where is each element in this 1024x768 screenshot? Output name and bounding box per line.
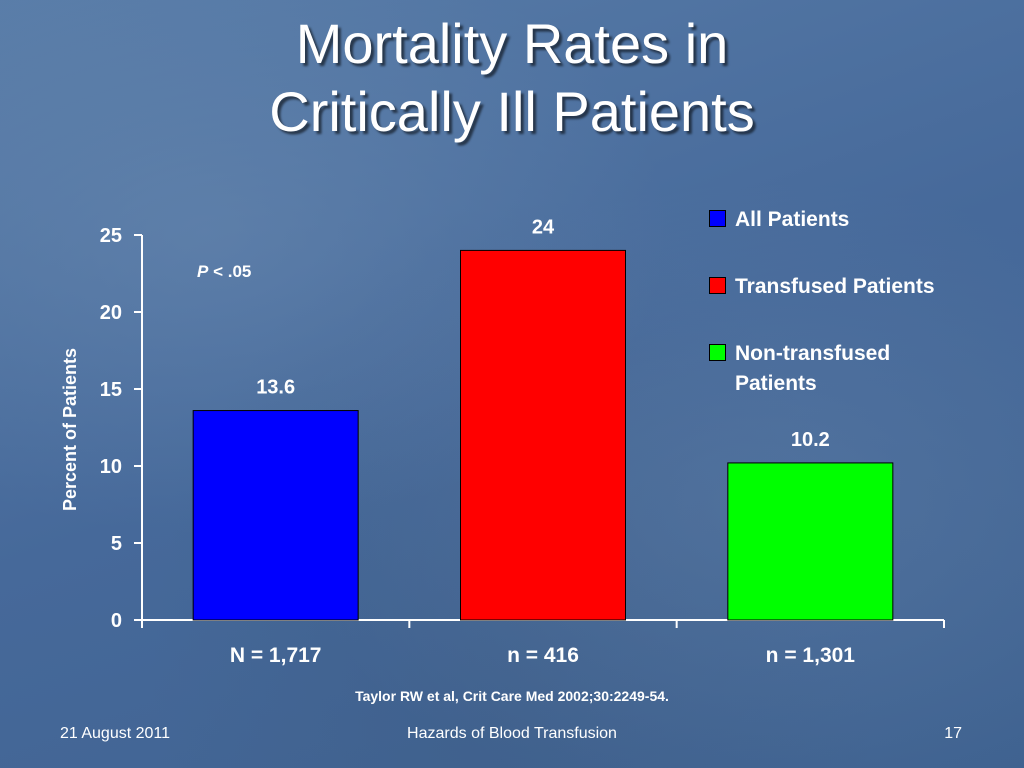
y-tick-label-10: 10 (100, 456, 122, 478)
x-category-label-transfused: n = 416 (507, 644, 579, 667)
slide-title: Mortality Rates in Critically Ill Patien… (0, 10, 1024, 146)
legend-swatch-all-patients (709, 210, 726, 227)
legend-item-non-transfused: Non-transfused Patients (709, 339, 935, 399)
legend-item-transfused: Transfused Patients (709, 272, 995, 302)
bar-value-label-non-transfused: 10.2 (791, 429, 830, 451)
legend-label-all-patients: All Patients (735, 208, 850, 231)
bar-transfused (460, 249, 626, 621)
bar-all-patients (192, 410, 359, 621)
title-line-1: Mortality Rates in (295, 12, 729, 75)
y-tick-label-20: 20 (100, 302, 122, 324)
title-line-2: Critically Ill Patients (269, 80, 755, 143)
y-axis-title: Percent of Patients (60, 348, 80, 511)
citation: Taylor RW et al, Crit Care Med 2002;30:2… (355, 688, 669, 704)
bar-value-label-transfused: 24 (532, 216, 555, 238)
legend-swatch-transfused (709, 277, 726, 294)
footer-title: Hazards of Blood Transfusion (407, 725, 617, 742)
y-tick-label-0: 0 (111, 610, 122, 632)
legend-item-all-patients: All Patients (709, 205, 995, 235)
footer-date: 21 August 2011 (60, 725, 171, 742)
page-number: 17 (944, 725, 962, 742)
bar-non-transfused (727, 462, 894, 621)
bar-value-label-all-patients: 13.6 (256, 377, 295, 399)
legend-label-transfused: Transfused Patients (735, 275, 935, 298)
x-category-label-all-patients: N = 1,717 (230, 644, 322, 667)
y-tick-label-5: 5 (111, 533, 122, 555)
y-tick-label-15: 15 (100, 379, 122, 401)
x-category-label-non-transfused: n = 1,301 (766, 644, 856, 667)
y-tick-label-25: 25 (100, 225, 122, 247)
legend-label-non-transfused: Non-transfused Patients (735, 342, 891, 395)
legend-swatch-non-transfused (709, 344, 726, 361)
p-value-annotation: P < .05 (197, 262, 251, 281)
